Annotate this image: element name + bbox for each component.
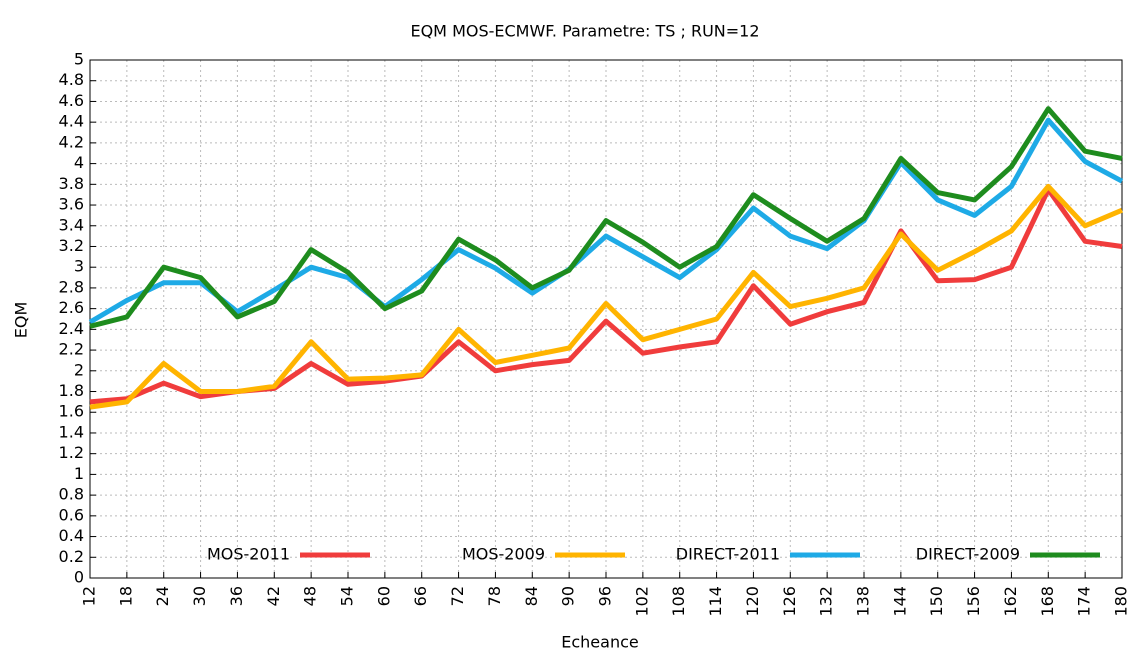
x-tick-label: 180 xyxy=(1112,586,1129,617)
x-tick-label: 126 xyxy=(780,586,799,617)
y-tick-label: 3.6 xyxy=(59,195,84,214)
y-tick-label: 1 xyxy=(74,464,84,483)
y-tick-label: 1.8 xyxy=(59,381,84,400)
x-tick-label: 36 xyxy=(227,586,246,606)
x-tick-label: 114 xyxy=(706,586,725,617)
x-tick-label: 144 xyxy=(890,586,909,617)
x-tick-label: 120 xyxy=(743,586,762,617)
y-tick-label: 4 xyxy=(74,153,84,172)
y-tick-label: 5 xyxy=(74,50,84,69)
y-tick-label: 0.8 xyxy=(59,485,84,504)
y-axis-label: EQM xyxy=(12,302,31,339)
x-tick-label: 162 xyxy=(1001,586,1020,617)
y-tick-label: 1.2 xyxy=(59,443,84,462)
legend-label: DIRECT-2009 xyxy=(916,545,1020,564)
y-tick-label: 2.6 xyxy=(59,298,84,317)
plot-frame xyxy=(89,59,1123,579)
x-tick-label: 78 xyxy=(485,586,504,606)
x-tick-label: 90 xyxy=(559,586,578,606)
x-tick-label: 42 xyxy=(264,586,283,606)
y-tick-label: 2 xyxy=(74,360,84,379)
x-tick-label: 174 xyxy=(1075,586,1094,617)
y-tick-label: 2.4 xyxy=(59,319,84,338)
x-tick-label: 156 xyxy=(964,586,983,617)
x-tick-label: 138 xyxy=(854,586,873,617)
y-tick-label: 1.4 xyxy=(59,422,84,441)
series-line xyxy=(89,106,1123,329)
y-tick-label: 3.8 xyxy=(59,174,84,193)
y-tick-label: 0.4 xyxy=(59,526,84,545)
x-tick-label: 30 xyxy=(190,586,209,606)
y-tick-label: 4.8 xyxy=(59,70,84,89)
y-tick-label: 0.6 xyxy=(59,505,84,524)
y-tick-label: 3 xyxy=(74,257,84,276)
x-tick-label: 84 xyxy=(522,586,541,606)
y-tick-label: 2.2 xyxy=(59,340,84,359)
y-tick-label: 0 xyxy=(74,568,84,587)
x-tick-label: 24 xyxy=(153,586,172,606)
y-tick-label: 3.2 xyxy=(59,236,84,255)
legend-label: DIRECT-2011 xyxy=(676,545,780,564)
x-tick-label: 132 xyxy=(817,586,836,617)
x-tick-label: 54 xyxy=(338,586,357,606)
chart-title: EQM MOS-ECMWF. Parametre: TS ; RUN=12 xyxy=(410,22,759,41)
series-line xyxy=(89,183,1123,410)
x-axis-label: Echeance xyxy=(561,633,638,652)
x-tick-label: 150 xyxy=(927,586,946,617)
y-tick-label: 4.6 xyxy=(59,91,84,110)
x-tick-label: 18 xyxy=(116,586,135,606)
x-tick-label: 66 xyxy=(411,586,430,606)
x-tick-label: 60 xyxy=(374,586,393,606)
x-tick-label: 12 xyxy=(80,586,99,606)
legend-label: MOS-2009 xyxy=(462,545,545,564)
series-line xyxy=(88,117,1124,325)
y-tick-label: 4.2 xyxy=(59,132,84,151)
legend-label: MOS-2011 xyxy=(207,545,290,564)
x-tick-label: 108 xyxy=(669,586,688,617)
y-tick-label: 3.4 xyxy=(59,215,84,234)
y-tick-label: 0.2 xyxy=(59,547,84,566)
y-tick-label: 2.8 xyxy=(59,277,84,296)
x-tick-label: 72 xyxy=(448,586,467,606)
x-tick-label: 168 xyxy=(1038,586,1057,617)
x-tick-label: 96 xyxy=(596,586,615,606)
y-tick-label: 4.4 xyxy=(59,112,84,131)
y-tick-label: 1.6 xyxy=(59,402,84,421)
x-tick-label: 48 xyxy=(301,586,320,606)
x-tick-label: 102 xyxy=(632,586,651,617)
